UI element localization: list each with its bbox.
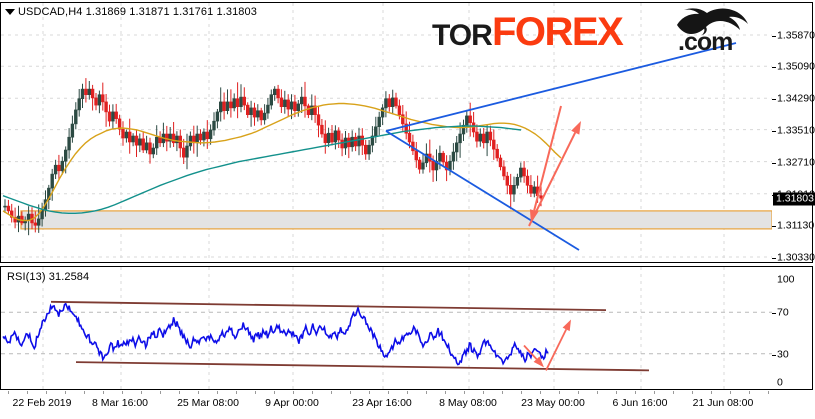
rsi-plot-area[interactable] (1, 267, 812, 389)
time-axis[interactable]: 22 Feb 2019 8 Mar 16:00 25 Mar 08:00 9 Apr … (0, 391, 772, 419)
forecast-down-arrow (529, 105, 562, 223)
time-axis-tick (464, 391, 465, 394)
time-axis-tick (559, 391, 560, 394)
rsi-chart-svg (1, 267, 772, 389)
time-axis-tick (27, 391, 28, 394)
rsi-chart-panel[interactable] (0, 266, 813, 390)
forecast-up-arrow (528, 121, 581, 227)
ma-fast-line (2, 102, 562, 222)
time-axis-tick (217, 391, 218, 394)
time-axis-label: 8 Mar 16:00 (91, 397, 149, 409)
time-axis-tick (122, 391, 123, 394)
price-chart-svg (1, 3, 772, 262)
time-axis-tick (635, 391, 636, 394)
price-axis-tick (772, 130, 776, 132)
time-axis-tick (65, 391, 66, 394)
time-axis-tick (616, 391, 617, 394)
rsi-axis-tick (772, 354, 776, 356)
time-axis-tick (711, 391, 712, 394)
time-axis-label: 21 Jun 08:00 (692, 397, 754, 409)
rsi-axis[interactable]: 100 70 30 0 (772, 266, 815, 390)
time-axis-label: 22 Feb 2019 (12, 397, 72, 409)
price-chart-panel[interactable] (0, 2, 813, 263)
rsi-upper-channel-line (50, 300, 607, 311)
lower-descending-line (385, 130, 580, 251)
upper-resistance-line (385, 42, 737, 132)
time-axis-tick (407, 391, 408, 394)
time-axis-tick (8, 391, 9, 394)
time-axis-tick (350, 391, 351, 394)
price-axis-tick (772, 36, 776, 37)
symbol-header-label: USDCAD,H4 1.31869 1.31871 1.31761 1.3180… (18, 6, 257, 18)
time-axis-tick (540, 391, 541, 394)
time-axis-tick (312, 391, 313, 394)
time-axis-tick (768, 391, 769, 394)
time-axis-tick (502, 391, 503, 394)
rsi-header-label: RSI(13) 31.2584 (7, 271, 90, 283)
time-axis-label: 8 May 08:00 (439, 397, 497, 409)
time-axis-tick (578, 391, 579, 394)
time-axis-tick (426, 391, 427, 394)
rsi-axis-tick (772, 313, 776, 315)
time-axis-tick (46, 391, 47, 394)
time-axis-tick (654, 391, 655, 394)
price-axis-label: 1.35870 (777, 29, 815, 42)
time-axis-tick (160, 391, 161, 394)
candlestick-series (3, 78, 543, 236)
rsi-axis-label: 0 (777, 376, 783, 389)
time-axis-tick (103, 391, 104, 394)
time-axis-tick (141, 391, 142, 394)
time-axis-tick (179, 391, 180, 394)
time-axis-tick (369, 391, 370, 394)
time-axis-tick (521, 391, 522, 394)
time-axis-tick (293, 391, 294, 394)
time-axis-tick (692, 391, 693, 394)
time-axis-tick (236, 391, 237, 394)
current-price-label: 1.31803 (773, 192, 815, 206)
rsi-axis-label: 70 (777, 306, 789, 319)
price-axis[interactable]: 1.358701.350901.342901.335101.327101.319… (772, 2, 815, 263)
time-axis-tick (673, 391, 674, 394)
chevron-down-icon[interactable] (5, 9, 15, 15)
time-axis-tick (445, 391, 446, 394)
time-axis-tick (388, 391, 389, 394)
ma-slow-line (2, 125, 522, 214)
price-axis-label: 1.34290 (777, 92, 815, 105)
price-axis-tick (772, 99, 776, 101)
time-axis-label: 6 Jun 16:00 (612, 397, 668, 409)
time-axis-label: 23 May 00:00 (521, 397, 585, 409)
price-axis-label: 1.31130 (777, 219, 815, 232)
price-plot-area[interactable] (1, 3, 812, 262)
time-axis-tick (198, 391, 199, 394)
rsi-axis-label: 100 (777, 273, 795, 286)
time-axis-tick (274, 391, 275, 394)
time-axis-tick (331, 391, 332, 394)
rsi-forecast-down-arrow (523, 344, 544, 368)
price-axis-tick (772, 225, 776, 227)
time-axis-tick (255, 391, 256, 394)
price-axis-label: 1.35090 (777, 60, 815, 73)
time-axis-tick (597, 391, 598, 394)
time-axis-tick (483, 391, 484, 394)
support-zone (20, 210, 772, 230)
price-axis-tick (772, 67, 776, 69)
price-axis-label: 1.30330 (777, 251, 815, 264)
time-axis-tick (730, 391, 731, 394)
rsi-line (2, 302, 549, 366)
rsi-axis-label: 30 (777, 348, 789, 361)
rsi-lower-channel-line (75, 361, 650, 372)
time-axis-label: 25 Mar 08:00 (177, 397, 239, 409)
rsi-forecast-up-arrow (545, 319, 571, 371)
time-axis-label: 23 Apr 16:00 (352, 397, 412, 409)
price-axis-label: 1.32710 (777, 156, 815, 169)
price-axis-tick (772, 258, 776, 259)
price-axis-label: 1.33510 (777, 124, 815, 137)
time-axis-label: 9 Apr 00:00 (265, 397, 319, 409)
time-axis-tick (749, 391, 750, 394)
time-axis-tick (84, 391, 85, 394)
price-axis-tick (772, 162, 776, 164)
